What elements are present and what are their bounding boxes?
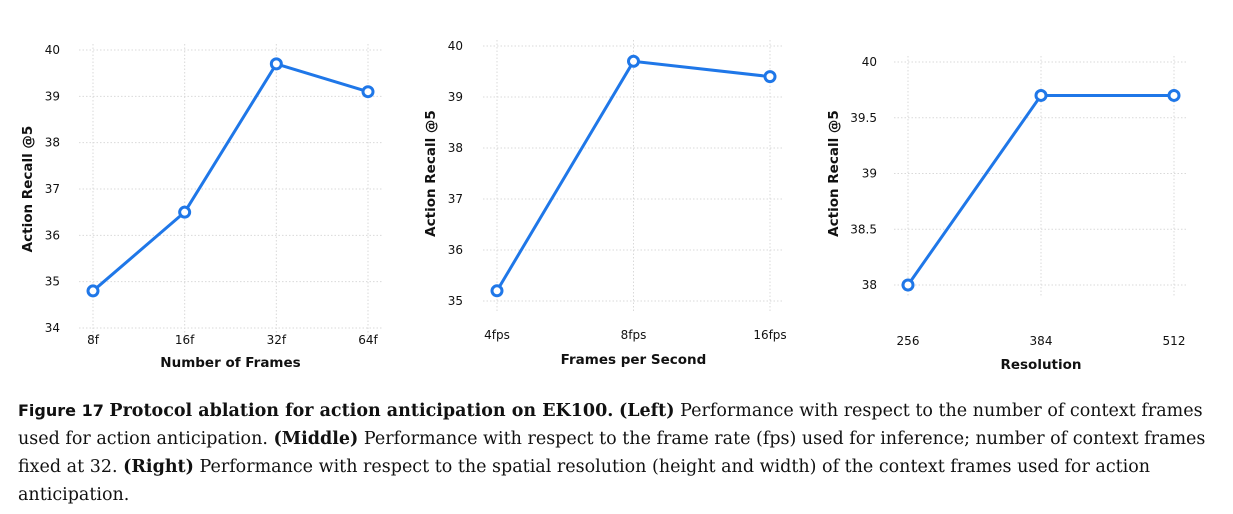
y-tick-label: 40 (448, 39, 463, 53)
y-tick-label: 36 (45, 228, 60, 242)
x-tick-label: 16fps (753, 328, 786, 342)
series-line (495, 59, 771, 292)
data-point (269, 57, 283, 71)
y-tick-label: 37 (448, 192, 463, 206)
y-tick-label: 40 (862, 55, 877, 69)
y-tick-label: 36 (448, 243, 463, 257)
data-point (1167, 88, 1181, 102)
y-axis-title: Action Recall @5 (826, 110, 842, 237)
y-tick-label: 35 (448, 294, 463, 308)
caption-middle-tag: (Middle) (273, 429, 359, 449)
y-tick-label: 38 (862, 278, 877, 292)
x-tick-label: 64f (358, 333, 378, 347)
data-point (86, 284, 100, 298)
chart-panel-2: 35 36 37 38 39 40 4fps 8fps 16fps Frames per Seco… (423, 39, 787, 368)
caption-left-text: Performance with respect to the number o… (18, 401, 1203, 449)
data-point (1034, 88, 1048, 102)
figure-panels: 34 35 36 37 38 39 40 8f 16f 32f 64f Number of Frame… (20, 39, 1188, 373)
y-tick-label: 40 (45, 43, 60, 57)
x-axis-title: Number of Frames (160, 355, 300, 371)
x-tick-label: 16f (175, 333, 195, 347)
x-tick-label: 4fps (484, 328, 510, 342)
y-tick-label: 39 (45, 89, 60, 103)
x-tick-label: 8fps (621, 328, 647, 342)
x-tick-label: 384 (1030, 334, 1053, 348)
y-axis-title: Action Recall @5 (423, 110, 439, 237)
y-tick-label: 34 (45, 321, 60, 335)
caption-right-text: Performance with respect to the spatial … (18, 457, 1151, 505)
chart-panel-3: 38 38.5 39 39.5 40 256 384 512 Resolution Action … (826, 55, 1188, 373)
caption-middle-text: Performance with respect to the frame ra… (18, 429, 1206, 477)
x-tick-label: 32f (267, 333, 287, 347)
y-tick-label: 39 (862, 167, 877, 181)
y-tick-label: 39 (448, 90, 463, 104)
caption-title: Protocol ablation for action anticipatio… (109, 401, 614, 421)
x-tick-label: 512 (1163, 334, 1186, 348)
figure-label: Figure 17 (18, 401, 104, 420)
data-point (901, 278, 915, 292)
data-point (178, 205, 192, 219)
data-point (763, 70, 777, 84)
caption-left-tag: (Left) (618, 401, 675, 421)
x-tick-label: 256 (897, 334, 920, 348)
x-axis-title: Frames per Second (561, 352, 707, 368)
x-tick-label: 8f (87, 333, 100, 347)
data-point (627, 54, 640, 68)
figure-caption: Figure 17 Protocol ablation for action a… (18, 397, 1208, 509)
chart-panel-1: 34 35 36 37 38 39 40 8f 16f 32f 64f Number of Frame… (20, 43, 382, 371)
y-axis-title: Action Recall @5 (20, 126, 36, 253)
x-axis-title: Resolution (1000, 357, 1081, 373)
data-point (361, 85, 375, 99)
series-line (92, 62, 369, 293)
y-tick-label: 39.5 (850, 111, 877, 125)
y-tick-label: 35 (45, 275, 60, 289)
y-tick-label: 38.5 (850, 222, 877, 236)
y-tick-label: 38 (45, 136, 60, 150)
caption-right-tag: (Right) (123, 457, 194, 477)
y-tick-label: 37 (45, 182, 60, 196)
data-point (490, 284, 504, 298)
y-tick-label: 38 (448, 141, 463, 155)
